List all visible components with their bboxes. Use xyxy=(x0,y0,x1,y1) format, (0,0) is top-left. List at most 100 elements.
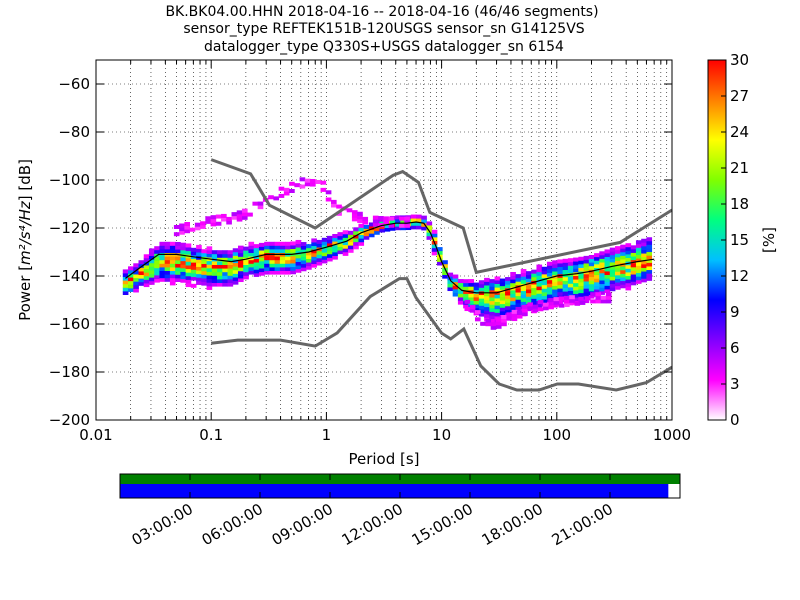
pdf-cell xyxy=(372,219,379,224)
pdf-cell xyxy=(421,219,427,224)
pdf-cell xyxy=(358,227,365,232)
pdf-cell xyxy=(243,271,249,276)
pdf-cell xyxy=(578,285,584,290)
pdf-cell xyxy=(264,241,270,246)
pdf-cell xyxy=(615,271,621,276)
pdf-cell xyxy=(269,263,276,268)
pdf-cell xyxy=(609,269,616,274)
pdf-cell xyxy=(164,259,171,264)
pdf-cell xyxy=(138,267,145,272)
pdf-cell xyxy=(625,257,632,262)
pdf-cell xyxy=(180,264,187,269)
pdf-cell xyxy=(536,296,543,301)
pdf-cell xyxy=(285,241,291,246)
pdf-cell xyxy=(226,216,232,221)
pdf-cell xyxy=(148,270,155,275)
pdf-cell xyxy=(138,260,145,265)
pdf-cell xyxy=(567,276,574,281)
pdf-cell xyxy=(625,264,632,269)
pdf-cell xyxy=(248,259,255,264)
pdf-cell xyxy=(205,216,211,221)
pdf-cell xyxy=(232,248,239,253)
pdf-cell xyxy=(243,268,249,273)
pdf-cell xyxy=(520,272,527,277)
pdf-cell xyxy=(269,270,276,275)
pdf-cell xyxy=(351,210,358,215)
pdf-cell xyxy=(604,274,611,279)
pdf-cell xyxy=(543,306,549,311)
pdf-cell xyxy=(306,262,312,267)
pdf-cell xyxy=(173,232,180,237)
pdf-cell xyxy=(258,242,265,247)
pdf-cell xyxy=(646,248,653,253)
pdf-cell xyxy=(426,225,433,230)
pdf-cell xyxy=(473,289,480,294)
pdf-cell xyxy=(604,249,611,254)
pdf-cell xyxy=(484,306,490,311)
pdf-cell xyxy=(588,262,595,267)
pdf-cell xyxy=(499,300,506,305)
pdf-cell xyxy=(159,241,166,246)
pdf-cell xyxy=(541,273,548,278)
pdf-cell xyxy=(133,284,139,289)
pdf-cell xyxy=(505,277,511,282)
pdf-cell xyxy=(342,233,349,238)
pdf-cell xyxy=(175,267,181,272)
pdf-cell xyxy=(431,251,438,256)
pdf-cell xyxy=(206,249,213,254)
pdf-cell xyxy=(194,226,201,231)
pdf-cell xyxy=(499,310,506,315)
pdf-cell xyxy=(357,215,363,220)
pdf-cell xyxy=(180,257,187,262)
colorbar-tick-label: 15 xyxy=(730,231,749,249)
pdf-cell xyxy=(578,296,584,301)
pdf-cell xyxy=(478,301,485,306)
pdf-cell xyxy=(573,297,579,302)
pdf-cell xyxy=(253,258,260,263)
pdf-cell xyxy=(520,279,527,284)
pdf-cell xyxy=(306,244,312,249)
pdf-cell xyxy=(620,255,626,260)
pdf-cell xyxy=(473,286,480,291)
pdf-cell xyxy=(562,265,569,270)
pdf-cell xyxy=(248,266,255,271)
pdf-cell xyxy=(383,216,389,221)
pdf-cell xyxy=(520,294,527,299)
pdf-cell xyxy=(552,303,558,308)
pdf-cell xyxy=(573,293,579,298)
pdf-cell xyxy=(290,241,296,246)
pdf-cell xyxy=(353,234,359,239)
pdf-cell xyxy=(485,322,492,327)
y-axis-label: Power [m²/s⁴/Hz] [dB] xyxy=(16,159,34,321)
availability-time-label: 21:00:00 xyxy=(549,500,616,549)
pdf-cell xyxy=(384,224,391,229)
pdf-cell xyxy=(342,248,349,253)
pdf-cell xyxy=(274,270,281,275)
pdf-cell xyxy=(563,299,570,304)
pdf-cell xyxy=(562,258,569,263)
pdf-cell xyxy=(604,271,611,276)
pdf-cell xyxy=(180,246,187,251)
pdf-cell xyxy=(154,278,160,283)
pdf-cell xyxy=(599,276,605,281)
pdf-cell xyxy=(635,254,642,259)
pdf-cell xyxy=(336,211,342,216)
pdf-cell xyxy=(143,265,150,270)
pdf-cell xyxy=(515,299,522,304)
pdf-cell xyxy=(190,262,197,267)
pdf-cell xyxy=(557,277,564,282)
pdf-cell xyxy=(347,234,354,239)
pdf-cell xyxy=(363,224,370,229)
pdf-cell xyxy=(201,249,207,254)
pdf-cell xyxy=(490,325,497,330)
pdf-cell xyxy=(243,253,249,258)
pdf-cell xyxy=(457,282,464,287)
pdf-cell xyxy=(541,288,548,293)
pdf-cell xyxy=(625,268,632,273)
pdf-cell xyxy=(557,288,564,293)
pdf-cell xyxy=(552,271,558,276)
pdf-cell xyxy=(169,263,176,268)
pdf-cell xyxy=(237,249,244,254)
pdf-cell xyxy=(133,274,139,279)
pdf-cell xyxy=(515,295,522,300)
